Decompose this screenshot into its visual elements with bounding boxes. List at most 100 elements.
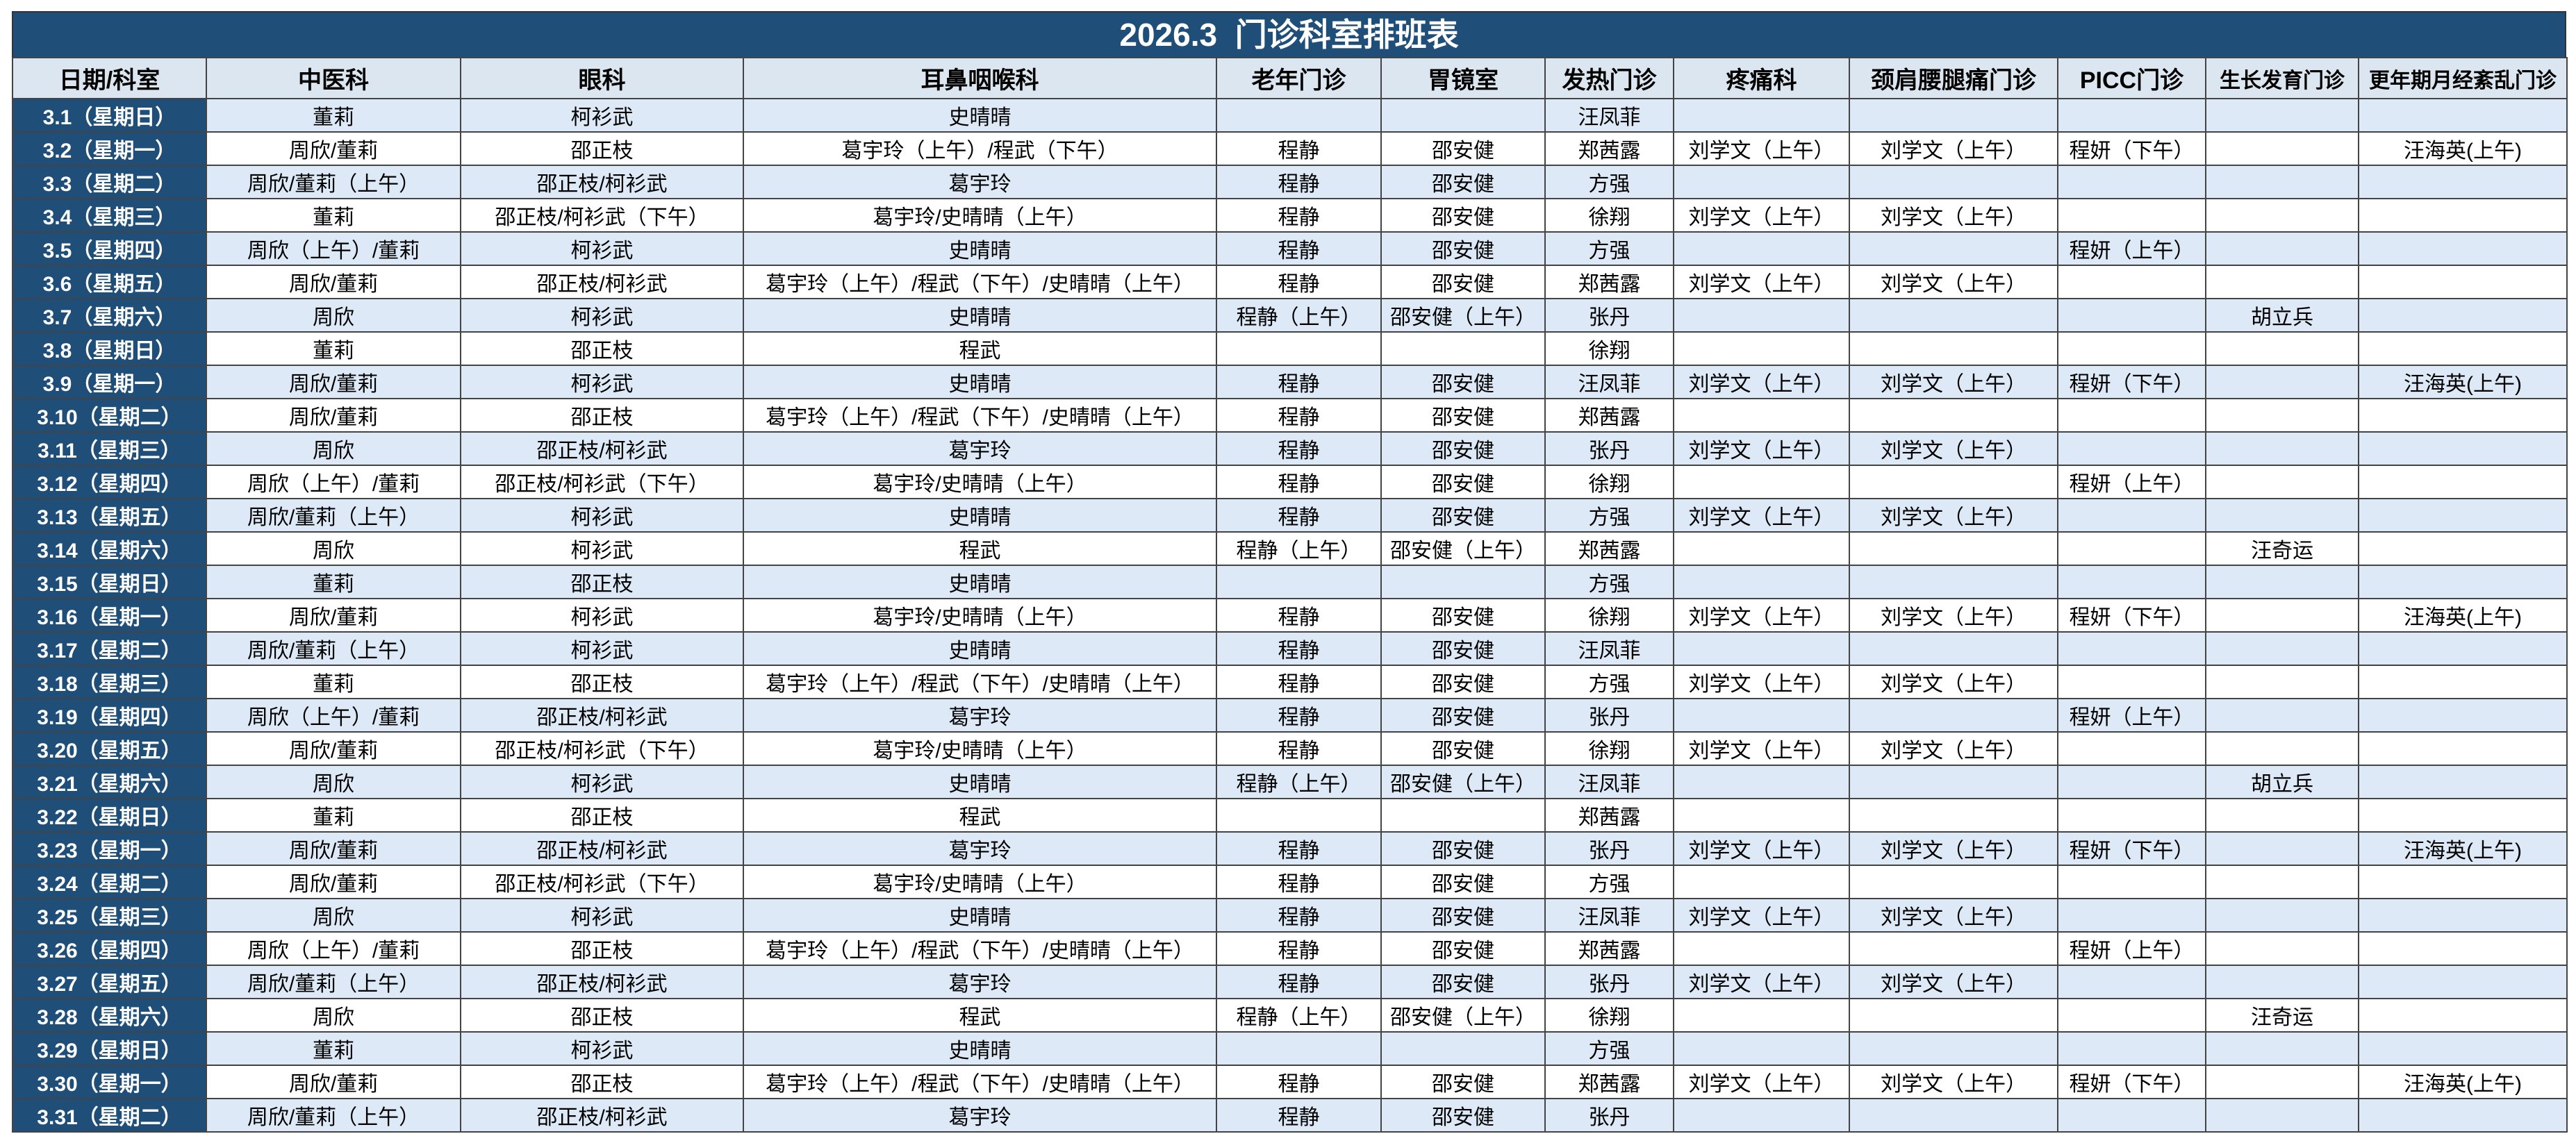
date-cell: 3.8（星期日）	[12, 331, 207, 366]
cell: 柯衫武	[460, 631, 744, 666]
table-row: 3.15（星期日） 董莉 邵正枝 史晴晴 方强	[12, 565, 2568, 599]
empty-cell	[2358, 631, 2568, 666]
cell: 徐翔	[1544, 198, 1674, 233]
cell: 董莉	[206, 98, 461, 133]
cell: 张丹	[1544, 965, 1674, 999]
empty-cell	[2205, 831, 2359, 866]
cell: 柯衫武	[460, 531, 744, 566]
empty-cell	[1849, 565, 2058, 599]
table-row: 3.27（星期五） 周欣/董莉（上午） 邵正枝/柯衫武 葛宇玲 程静 邵安健 张丹 刘学文（上…	[12, 965, 2568, 999]
empty-cell	[2358, 1098, 2568, 1133]
column-header: 更年期月经紊乱门诊	[2358, 57, 2568, 99]
date-cell: 3.3（星期二）	[12, 165, 207, 199]
empty-cell	[2358, 731, 2568, 766]
cell: 史晴晴	[743, 631, 1217, 666]
cell: 徐翔	[1544, 598, 1674, 633]
empty-cell	[2205, 665, 2359, 699]
empty-cell	[1849, 798, 2058, 833]
empty-cell	[1849, 631, 2058, 666]
cell: 程静（上午）	[1216, 531, 1382, 566]
table-row: 3.18（星期三） 董莉 邵正枝 葛宇玲（上午）/程武（下午）/史晴晴（上午） 程静 邵安…	[12, 665, 2568, 699]
date-cell: 3.11（星期三）	[12, 431, 207, 466]
empty-cell	[2057, 398, 2206, 433]
cell: 汪海英(上午)	[2358, 831, 2568, 866]
cell: 张丹	[1544, 831, 1674, 866]
empty-cell	[2205, 98, 2359, 133]
cell: 邵正枝/柯衫武	[460, 431, 744, 466]
cell: 邵安健	[1380, 665, 1546, 699]
cell: 周欣	[206, 531, 461, 566]
empty-cell	[1849, 398, 2058, 433]
cell: 周欣/董莉（上午）	[206, 165, 461, 199]
cell: 周欣/董莉（上午）	[206, 498, 461, 533]
cell: 程武	[743, 331, 1217, 366]
empty-cell	[2057, 431, 2206, 466]
empty-cell	[2057, 765, 2206, 799]
cell: 汪海英(上午)	[2358, 598, 2568, 633]
cell: 邵安健	[1380, 898, 1546, 933]
cell: 董莉	[206, 198, 461, 233]
cell: 史晴晴	[743, 365, 1217, 399]
cell: 邵正枝/柯衫武（下午）	[460, 865, 744, 899]
empty-cell	[2205, 1031, 2359, 1066]
cell: 徐翔	[1544, 331, 1674, 366]
cell: 葛宇玲（上午）/程武（下午）/史晴晴（上午）	[743, 665, 1217, 699]
cell: 郑茜露	[1544, 931, 1674, 966]
cell: 邵安健	[1380, 465, 1546, 499]
cell: 邵正枝	[460, 665, 744, 699]
empty-cell	[2358, 1031, 2568, 1066]
column-header: 日期/科室	[12, 57, 207, 99]
cell: 葛宇玲/史晴晴（上午）	[743, 465, 1217, 499]
cell: 程静	[1216, 931, 1382, 966]
cell: 刘学文（上午）	[1673, 898, 1850, 933]
cell: 程静（上午）	[1216, 298, 1382, 333]
empty-cell	[2205, 331, 2359, 366]
cell: 周欣/董莉（上午）	[206, 631, 461, 666]
table-row: 3.21（星期六） 周欣 柯衫武 史晴晴 程静（上午） 邵安健（上午） 汪凤菲 胡立兵	[12, 765, 2568, 799]
cell: 方强	[1544, 498, 1674, 533]
cell: 刘学文（上午）	[1673, 965, 1850, 999]
date-cell: 3.21（星期六）	[12, 765, 207, 799]
cell: 柯衫武	[460, 298, 744, 333]
empty-cell	[2358, 765, 2568, 799]
cell: 周欣（上午）/董莉	[206, 698, 461, 733]
date-cell: 3.7（星期六）	[12, 298, 207, 333]
empty-cell	[1849, 298, 2058, 333]
cell: 葛宇玲	[743, 831, 1217, 866]
empty-cell	[1849, 1031, 2058, 1066]
cell: 周欣（上午）/董莉	[206, 931, 461, 966]
cell: 柯衫武	[460, 231, 744, 266]
cell: 刘学文（上午）	[1849, 198, 2058, 233]
cell: 邵安健	[1380, 931, 1546, 966]
cell: 史晴晴	[743, 231, 1217, 266]
date-cell: 3.24（星期二）	[12, 865, 207, 899]
cell: 邵正枝/柯衫武	[460, 698, 744, 733]
table-row: 3.17（星期二） 周欣/董莉（上午） 柯衫武 史晴晴 程静 邵安健 汪凤菲	[12, 631, 2568, 666]
empty-cell	[1673, 931, 1850, 966]
cell: 史晴晴	[743, 98, 1217, 133]
cell: 董莉	[206, 665, 461, 699]
empty-cell	[1673, 998, 1850, 1033]
cell: 刘学文（上午）	[1673, 598, 1850, 633]
cell: 葛宇玲（上午）/程武（下午）	[743, 131, 1217, 166]
date-cell: 3.12（星期四）	[12, 465, 207, 499]
cell: 邵正枝/柯衫武（下午）	[460, 731, 744, 766]
cell: 邵安健	[1380, 865, 1546, 899]
cell: 程妍（上午）	[2057, 465, 2206, 499]
cell: 汪海英(上午)	[2358, 1065, 2568, 1099]
cell: 周欣/董莉	[206, 831, 461, 866]
cell: 邵正枝	[460, 331, 744, 366]
cell: 周欣/董莉（上午）	[206, 965, 461, 999]
cell: 周欣	[206, 431, 461, 466]
date-cell: 3.16（星期一）	[12, 598, 207, 633]
empty-cell	[1673, 765, 1850, 799]
date-cell: 3.13（星期五）	[12, 498, 207, 533]
cell: 邵正枝/柯衫武（下午）	[460, 198, 744, 233]
empty-cell	[2358, 331, 2568, 366]
empty-cell	[2358, 931, 2568, 966]
cell: 汪凤菲	[1544, 898, 1674, 933]
date-cell: 3.28（星期六）	[12, 998, 207, 1033]
empty-cell	[2057, 865, 2206, 899]
cell: 程静	[1216, 131, 1382, 166]
